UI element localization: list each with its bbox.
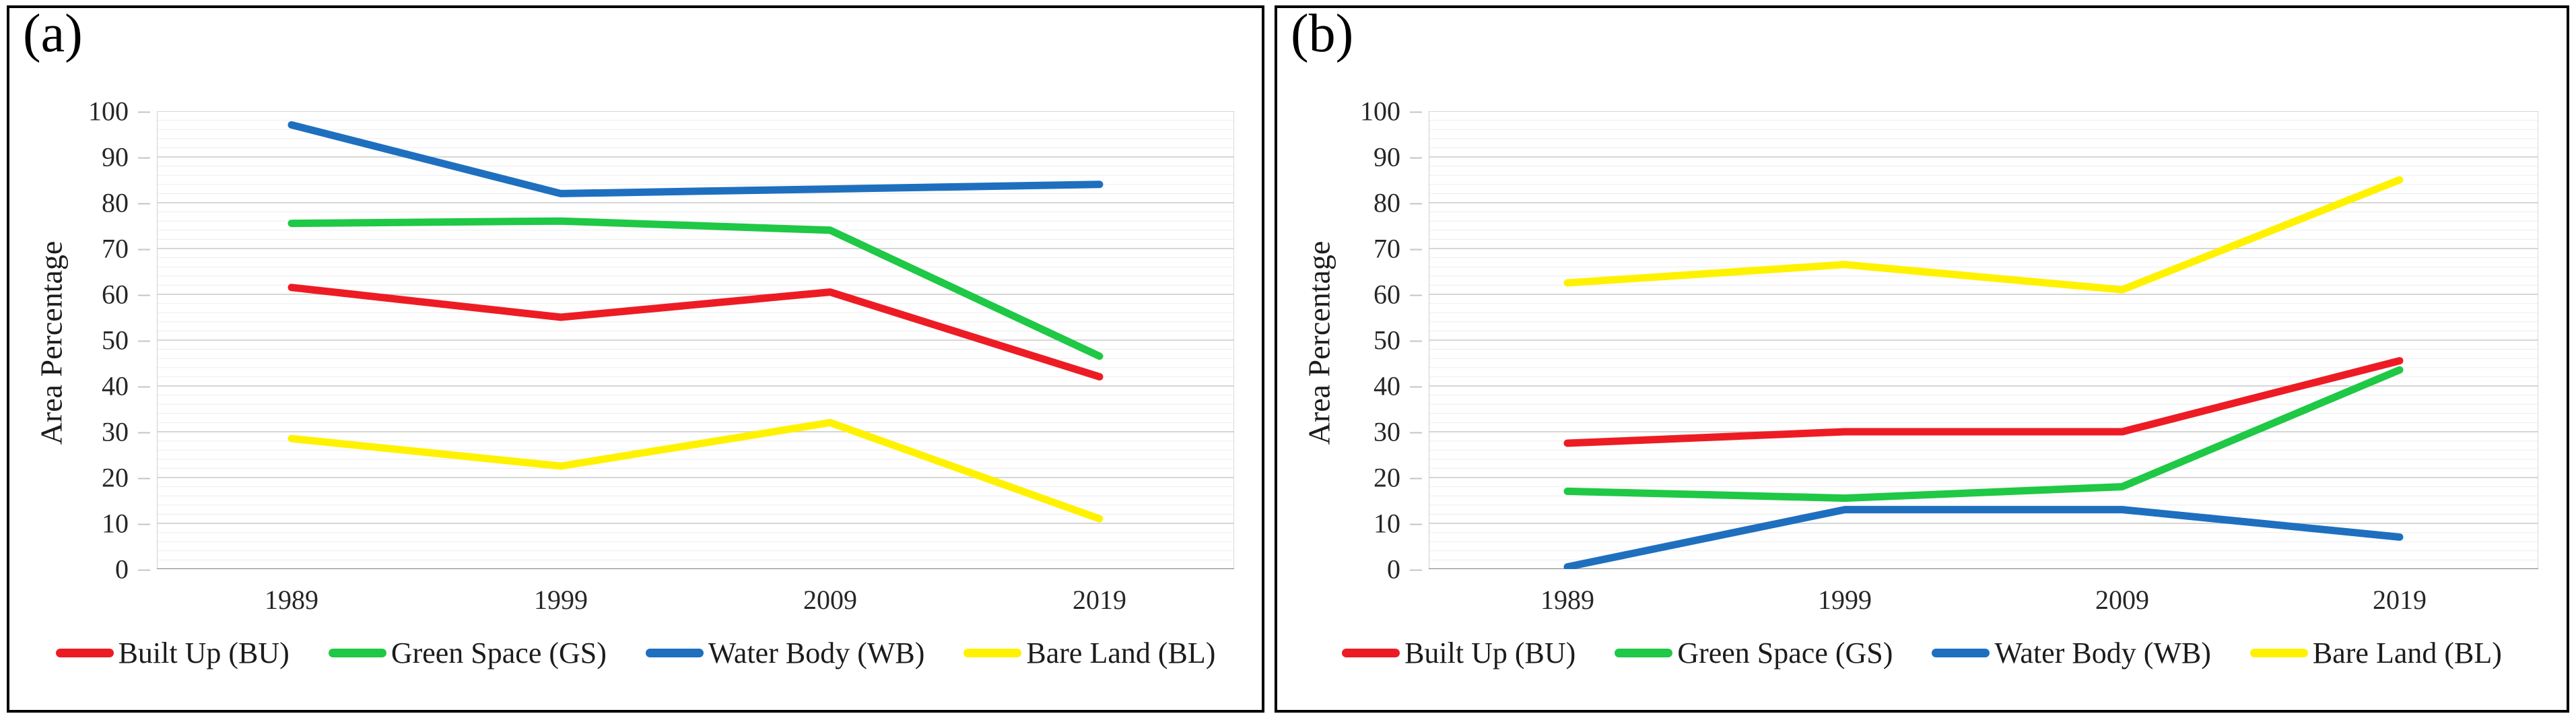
y-tick-label: 50 [1277, 325, 1429, 356]
legend: Built Up (BU) Green Space (GS) Water Body … [9, 629, 1262, 676]
legend-item: Water Body (WB) [1932, 636, 2211, 670]
y-tick-label: 70 [1277, 233, 1429, 265]
y-tick-label: 80 [1277, 187, 1429, 219]
y-tick-label: 20 [9, 462, 157, 494]
legend-item: Built Up (BU) [55, 636, 290, 670]
legend-label: Built Up (BU) [1404, 636, 1576, 670]
chart-panel-b: (b) Area Percentage 0 10 20 30 40 50 60 70 80 90 1… [1275, 4, 2569, 713]
series-line [292, 288, 1099, 377]
y-tick-label: 40 [1277, 370, 1429, 402]
legend-item: Built Up (BU) [1342, 636, 1575, 670]
panel-label: (a) [23, 4, 83, 63]
legend-label: Green Space (GS) [391, 636, 607, 670]
x-tick-label: 1989 [265, 585, 318, 615]
legend-color-swatch [963, 648, 1022, 657]
y-tick-label: 0 [1277, 554, 1429, 585]
x-tick-label: 1989 [1540, 585, 1594, 615]
x-axis-tick-labels: 1989 1999 2009 2019 [157, 584, 1234, 622]
legend-label: Bare Land (BL) [1026, 636, 1216, 670]
legend-color-swatch [328, 648, 386, 657]
legend-color-swatch [1615, 648, 1673, 657]
data-series [1567, 180, 2400, 567]
legend-color-swatch [645, 648, 704, 657]
plot-area [157, 111, 1234, 569]
y-tick-label: 60 [1277, 279, 1429, 311]
y-tick-label: 90 [1277, 141, 1429, 173]
y-axis-tick-labels: 0 10 20 30 40 50 60 70 80 90 100 [9, 96, 157, 585]
major-gridlines [157, 111, 1234, 523]
legend-item: Bare Land (BL) [963, 636, 1215, 670]
minor-gridlines [1429, 121, 2538, 560]
legend-color-swatch [1932, 648, 1990, 657]
series-line [292, 125, 1099, 193]
chart-panel-a: (a) Area Percentage 0 10 20 30 40 50 60 70 80 90 1… [7, 4, 1264, 713]
y-tick-label: 80 [9, 187, 157, 219]
y-tick-label: 60 [9, 279, 157, 311]
major-gridlines [1429, 111, 2538, 523]
x-tick-label: 2009 [2095, 585, 2149, 615]
y-tick-label: 30 [1277, 416, 1429, 448]
y-tick-label: 30 [9, 416, 157, 448]
legend-color-swatch [55, 648, 114, 657]
series-line [1567, 510, 2400, 567]
y-tick-label: 40 [9, 370, 157, 402]
data-series [292, 125, 1099, 519]
legend-item: Bare Land (BL) [2249, 636, 2502, 670]
legend-item: Green Space (GS) [1615, 636, 1893, 670]
series-line [1567, 180, 2400, 290]
y-tick-label: 10 [1277, 508, 1429, 540]
series-line [1567, 361, 2400, 443]
legend-color-swatch [2249, 648, 2308, 657]
legend-label: Built Up (BU) [118, 636, 290, 670]
y-tick-label: 20 [1277, 462, 1429, 494]
x-axis-tick-labels: 1989 1999 2009 2019 [1429, 584, 2538, 622]
x-tick-label: 2009 [803, 585, 857, 615]
y-axis-tick-labels: 0 10 20 30 40 50 60 70 80 90 100 [1277, 96, 1429, 585]
plot-area [1429, 111, 2538, 569]
y-tick-label: 70 [9, 233, 157, 265]
legend-label: Water Body (WB) [1994, 636, 2211, 670]
legend-label: Green Space (GS) [1677, 636, 1893, 670]
y-tick-label: 100 [9, 96, 157, 127]
y-tick-label: 0 [9, 554, 157, 585]
line-chart-svg [1429, 111, 2538, 569]
y-tick-label: 10 [9, 508, 157, 540]
legend-label: Water Body (WB) [708, 636, 925, 670]
series-line [292, 422, 1099, 519]
panel-label: (b) [1291, 4, 1354, 63]
line-chart-svg [157, 111, 1234, 569]
y-tick-label: 50 [9, 325, 157, 356]
y-tick-label: 90 [9, 141, 157, 173]
x-tick-label: 1999 [1818, 585, 1872, 615]
x-tick-label: 1999 [534, 585, 588, 615]
legend-label: Bare Land (BL) [2312, 636, 2502, 670]
legend: Built Up (BU) Green Space (GS) Water Body … [1277, 629, 2567, 676]
legend-item: Water Body (WB) [645, 636, 925, 670]
series-line [292, 221, 1099, 356]
legend-item: Green Space (GS) [328, 636, 607, 670]
x-tick-label: 2019 [2373, 585, 2427, 615]
y-tick-label: 100 [1277, 96, 1429, 127]
legend-color-swatch [1342, 648, 1400, 657]
series-line [1567, 370, 2400, 498]
x-tick-label: 2019 [1073, 585, 1126, 615]
